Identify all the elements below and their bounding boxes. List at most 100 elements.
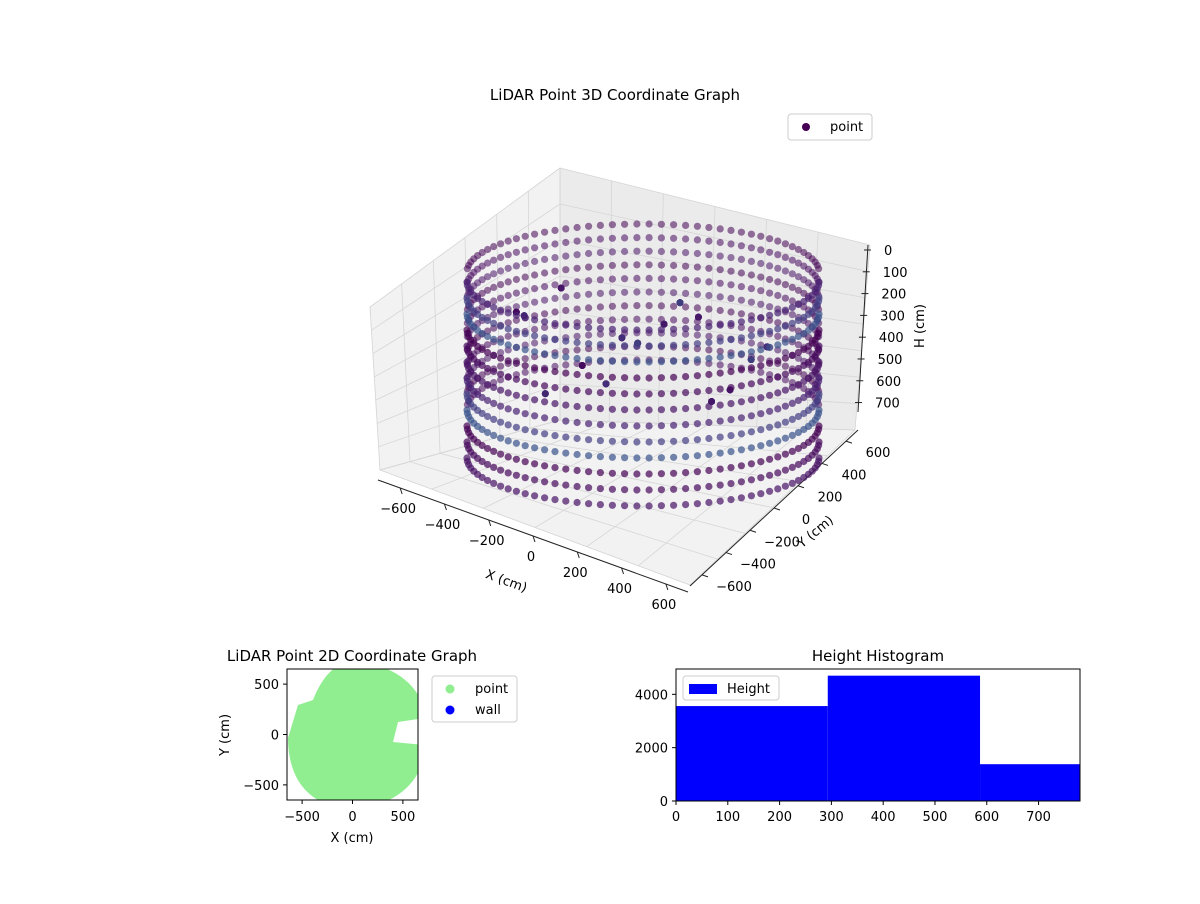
legend-marker-wall-2d — [445, 705, 455, 715]
data-point — [695, 313, 702, 321]
data-point — [504, 264, 512, 272]
data-point — [737, 296, 746, 304]
data-point — [781, 267, 790, 275]
data-point — [766, 359, 774, 367]
data-point — [490, 270, 498, 278]
data-point — [497, 267, 505, 275]
data-point — [512, 289, 521, 297]
data-point — [633, 422, 641, 430]
y-tick-label: 0 — [802, 513, 810, 528]
data-point — [766, 311, 774, 319]
data-point — [716, 347, 724, 355]
data-point — [727, 368, 735, 376]
data-point — [774, 237, 782, 245]
data-point — [794, 444, 803, 453]
data-point — [484, 380, 492, 389]
data-point — [716, 225, 724, 233]
data-point — [757, 378, 765, 386]
y-tick-labels: −600 −400 −2000 200 400 600 — [701, 440, 890, 595]
data-point — [794, 316, 803, 325]
data-point — [657, 288, 666, 296]
data-point — [633, 470, 641, 478]
data-point — [484, 327, 492, 335]
data-point — [521, 346, 529, 354]
data-point — [682, 262, 690, 270]
data-point — [621, 422, 629, 430]
data-point — [497, 294, 505, 302]
data-point — [562, 497, 570, 505]
data-point — [497, 376, 505, 384]
data-point — [478, 303, 486, 311]
data-point — [573, 466, 581, 475]
data-point — [693, 500, 702, 508]
data-point — [551, 267, 559, 275]
data-point — [705, 322, 713, 331]
data-point — [541, 478, 549, 486]
data-point — [781, 386, 790, 394]
data-point — [573, 291, 581, 300]
data-point — [484, 412, 492, 421]
data-point — [774, 373, 782, 381]
data-point — [788, 243, 796, 251]
data-point — [633, 234, 641, 242]
data-point — [602, 380, 610, 388]
data-point — [521, 394, 529, 402]
data-point — [657, 358, 666, 366]
data-point — [670, 302, 678, 310]
data-point — [512, 235, 521, 243]
data-point — [727, 362, 735, 370]
data-point — [737, 430, 746, 438]
data-point — [645, 454, 653, 462]
data-point — [766, 487, 774, 495]
data-point — [497, 281, 505, 289]
legend-3d: point — [787, 113, 873, 141]
data-point — [573, 332, 581, 340]
data-point — [531, 396, 539, 404]
data-point — [693, 420, 702, 428]
data-point — [682, 421, 690, 429]
data-point — [670, 501, 678, 509]
data-point — [682, 341, 690, 349]
data-point — [551, 400, 559, 408]
data-point — [737, 350, 746, 358]
y-tick-label-2d: 0 — [271, 729, 279, 744]
data-point — [670, 485, 678, 493]
data-point — [497, 362, 505, 370]
data-point — [794, 286, 803, 294]
data-point — [670, 405, 678, 413]
data-point — [727, 240, 735, 248]
data-point — [633, 390, 641, 398]
data-point — [562, 347, 570, 355]
data-point — [705, 418, 713, 427]
data-point — [585, 484, 593, 492]
data-point — [585, 356, 593, 364]
data-point — [531, 428, 539, 436]
data-point — [774, 389, 782, 397]
data-point — [705, 354, 713, 363]
data-point — [800, 361, 808, 370]
data-point — [633, 486, 641, 494]
data-point — [490, 303, 498, 311]
data-point — [747, 271, 756, 279]
data-point — [608, 275, 617, 283]
data-point — [608, 373, 617, 381]
data-point — [737, 366, 746, 374]
data-point — [645, 261, 653, 269]
data-point — [521, 300, 529, 308]
data-point — [682, 485, 690, 493]
data-point — [781, 240, 790, 248]
data-point — [463, 342, 471, 350]
x-tick-label-2d: 500 — [390, 810, 415, 825]
data-point — [727, 294, 735, 302]
data-point — [800, 345, 808, 354]
data-point — [766, 343, 774, 351]
data-point — [478, 262, 486, 270]
data-point — [621, 342, 629, 350]
data-point — [562, 433, 570, 441]
data-point — [657, 326, 666, 334]
data-point — [573, 450, 581, 459]
data-point — [716, 252, 724, 260]
data-point — [621, 374, 629, 382]
data-point — [747, 444, 756, 452]
data-point — [737, 323, 746, 331]
